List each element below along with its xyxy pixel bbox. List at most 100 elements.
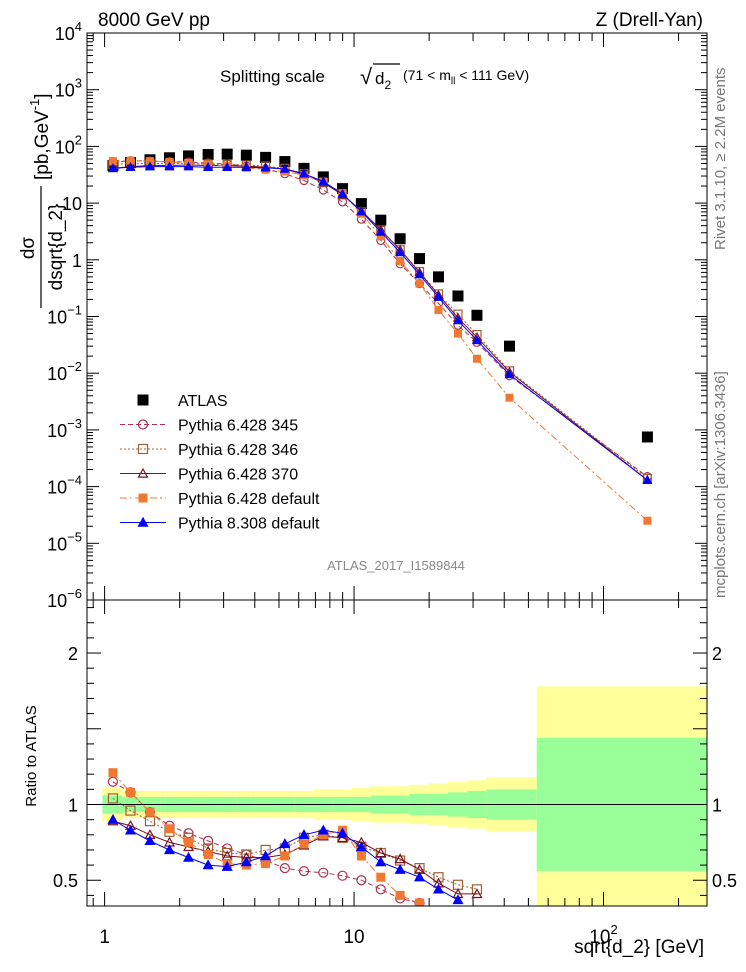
ratio-point [356, 851, 366, 861]
legend-label: ATLAS [178, 393, 228, 410]
legend-item: ATLAS [137, 393, 228, 410]
series-line [112, 160, 648, 478]
data-point [643, 516, 652, 525]
y-tick-label: 10−6 [47, 586, 82, 611]
y-tick-label: 10 [62, 194, 82, 214]
ratio-point [375, 884, 386, 895]
y-tick-label: 103 [55, 76, 82, 101]
data-point [279, 156, 291, 168]
title-sqrt-var: d2 [375, 69, 391, 92]
data-point [183, 161, 194, 171]
title-sqrt-sub: 2 [384, 78, 391, 92]
data-point [337, 183, 349, 195]
ratio-y-tick-label: 1 [68, 796, 78, 816]
ratio-line [112, 781, 420, 904]
data-point [433, 291, 444, 301]
data-point [164, 161, 175, 171]
data-point [318, 176, 329, 186]
ratio-point [108, 768, 118, 778]
legend-marker [137, 394, 149, 406]
title-range: (71 < mll < 111 GeV) [403, 67, 529, 87]
ratio-point [415, 898, 425, 906]
ratio-point [184, 837, 194, 847]
legend-item: Pythia 6.428 346 [120, 442, 298, 459]
data-point [453, 329, 462, 338]
y-tick-label: 10−5 [47, 529, 82, 554]
data-point [375, 214, 387, 226]
ratio-point [298, 829, 310, 840]
ratio-point [163, 844, 175, 855]
title-sqrt-sign: √ [360, 64, 373, 89]
data-point [641, 431, 653, 443]
legend-label: Pythia 8.308 default [178, 516, 320, 533]
ratio-y-tick-label: 0.5 [53, 871, 78, 891]
data-point [396, 257, 405, 266]
ratio-point [107, 776, 119, 787]
ratio-point [433, 872, 444, 883]
ratio-point [203, 849, 213, 859]
legend-marker [137, 443, 149, 455]
data-point [107, 163, 118, 173]
data-point [298, 168, 310, 178]
title-range-sub: ll [451, 76, 455, 87]
data-point [144, 161, 155, 171]
legend-item: Pythia 6.428 default [120, 491, 320, 508]
x-axis: 1 10 102 [92, 33, 680, 948]
data-point [240, 149, 252, 161]
header-left: 8000 GeV pp [98, 10, 210, 31]
data-point [108, 157, 117, 166]
data-point [260, 151, 272, 163]
legend-item: Pythia 8.308 default [120, 516, 320, 533]
data-point [504, 340, 516, 352]
y-label-denominator: dsqrt{d_2} [46, 204, 67, 291]
ratio-point [356, 875, 367, 886]
y-label-unit-exp: -1 [27, 99, 42, 111]
series-line [112, 163, 648, 479]
x-tick-label: 10 [343, 927, 364, 948]
ratio-point [203, 835, 214, 846]
ratio-point [279, 838, 291, 849]
data-point [414, 269, 425, 279]
ratio-point [413, 871, 426, 882]
data-point [642, 474, 653, 484]
ratio-point [298, 866, 310, 877]
data-point [298, 162, 310, 174]
data-point [471, 335, 482, 345]
data-point [432, 271, 444, 283]
data-point [471, 309, 483, 321]
data-point [337, 188, 348, 198]
data-point [203, 161, 214, 171]
ratio-point [144, 835, 156, 846]
data-point [376, 232, 385, 241]
header-right: Z (Drell-Yan) [596, 10, 703, 31]
legend-marker [137, 467, 149, 478]
data-point [415, 279, 424, 288]
ratio-point [144, 816, 156, 827]
ratio-y-tick-label-right: 0.5 [712, 871, 737, 891]
legend-label: Pythia 6.428 370 [178, 467, 298, 484]
ratio-point [260, 850, 272, 861]
analysis-tag: ATLAS_2017_I1589844 [327, 558, 465, 573]
series-line [112, 164, 648, 481]
y-tick-label: 10−2 [47, 359, 82, 384]
data-point [145, 157, 154, 166]
series-5 [107, 161, 653, 484]
data-point [222, 161, 233, 171]
data-point [505, 393, 514, 402]
data-point [472, 354, 481, 363]
ratio-point [355, 841, 367, 852]
data-point [221, 148, 233, 160]
ratio-point [375, 856, 387, 867]
legend-marker [137, 516, 149, 527]
ratio-point [376, 872, 386, 882]
legend-marker [138, 493, 148, 503]
data-point [452, 315, 463, 325]
ratio-point [394, 863, 406, 874]
data-point [241, 161, 252, 171]
legend: ATLAS Pythia 6.428 345 Pythia 6.428 346 Pyt… [120, 393, 320, 533]
y-label-unit-end: ] [32, 93, 53, 98]
y-tick-label: 102 [55, 132, 82, 157]
ratio-point [280, 851, 290, 861]
